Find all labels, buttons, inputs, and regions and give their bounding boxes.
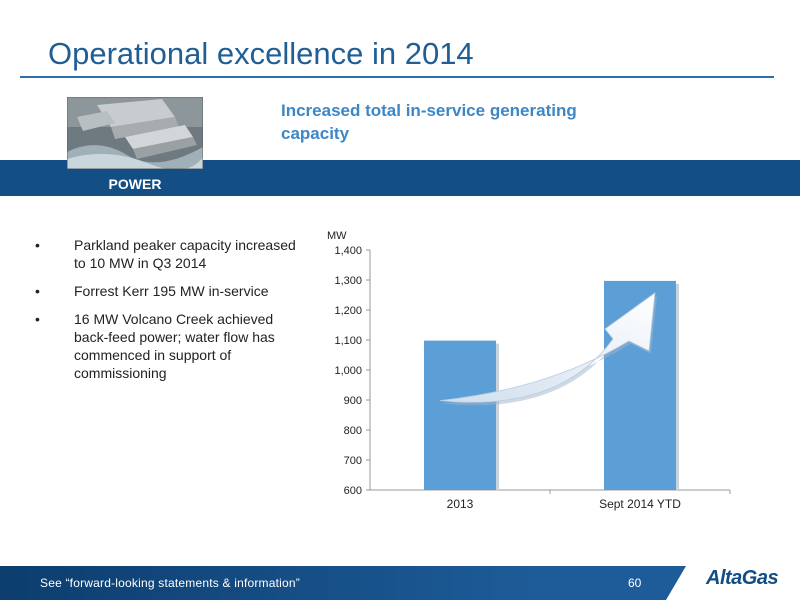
chart-axes: 600 700 800 900 1,000 1,100 1,200 1,300 1,400 [334, 245, 731, 497]
y-tick-label: 1,000 [334, 365, 362, 377]
y-tick-label: 600 [344, 485, 362, 497]
x-tick-label: 2013 [447, 497, 474, 511]
y-tick-label: 700 [344, 455, 362, 467]
y-tick-label: 1,400 [334, 245, 362, 257]
y-tick-label: 1,100 [334, 335, 362, 347]
chart-bars [424, 280, 679, 490]
capacity-bar-chart: MW 600 700 800 900 1,000 1,100 1,200 1,300 1,400… [300, 222, 780, 522]
altagas-logo: AltaGas [706, 567, 779, 589]
bullet-item: 16 MW Volcano Creek achieved back-feed p… [30, 310, 310, 382]
page-number: 60 [628, 576, 642, 590]
section-label: POWER [67, 173, 203, 196]
footer-disclaimer: See “forward-looking statements & inform… [40, 576, 300, 590]
footer-bar [0, 566, 800, 600]
x-tick-label: Sept 2014 YTD [599, 497, 681, 511]
chart-svg: MW 600 700 800 900 1,000 1,100 1,200 1,300 1,400… [327, 230, 731, 511]
bar [424, 340, 496, 490]
y-tick-label: 900 [344, 395, 362, 407]
bullet-list: Parkland peaker capacity increased to 10… [30, 236, 310, 392]
y-tick-label: 1,300 [334, 275, 362, 287]
bullet-item: Forrest Kerr 195 MW in-service [30, 282, 310, 300]
arrow-shape [439, 292, 656, 403]
growth-arrow [439, 292, 657, 406]
bullet-item: Parkland peaker capacity increased to 10… [30, 236, 310, 272]
title-divider [20, 76, 774, 78]
spillway-photo [67, 97, 203, 169]
y-axis-label: MW [327, 230, 347, 242]
y-tick-label: 1,200 [334, 305, 362, 317]
y-tick-label: 800 [344, 425, 362, 437]
subtitle: Increased total in-service generating ca… [281, 101, 577, 143]
x-tick-labels: 2013 Sept 2014 YTD [447, 497, 682, 511]
slide-title: Operational excellence in 2014 [48, 36, 474, 71]
